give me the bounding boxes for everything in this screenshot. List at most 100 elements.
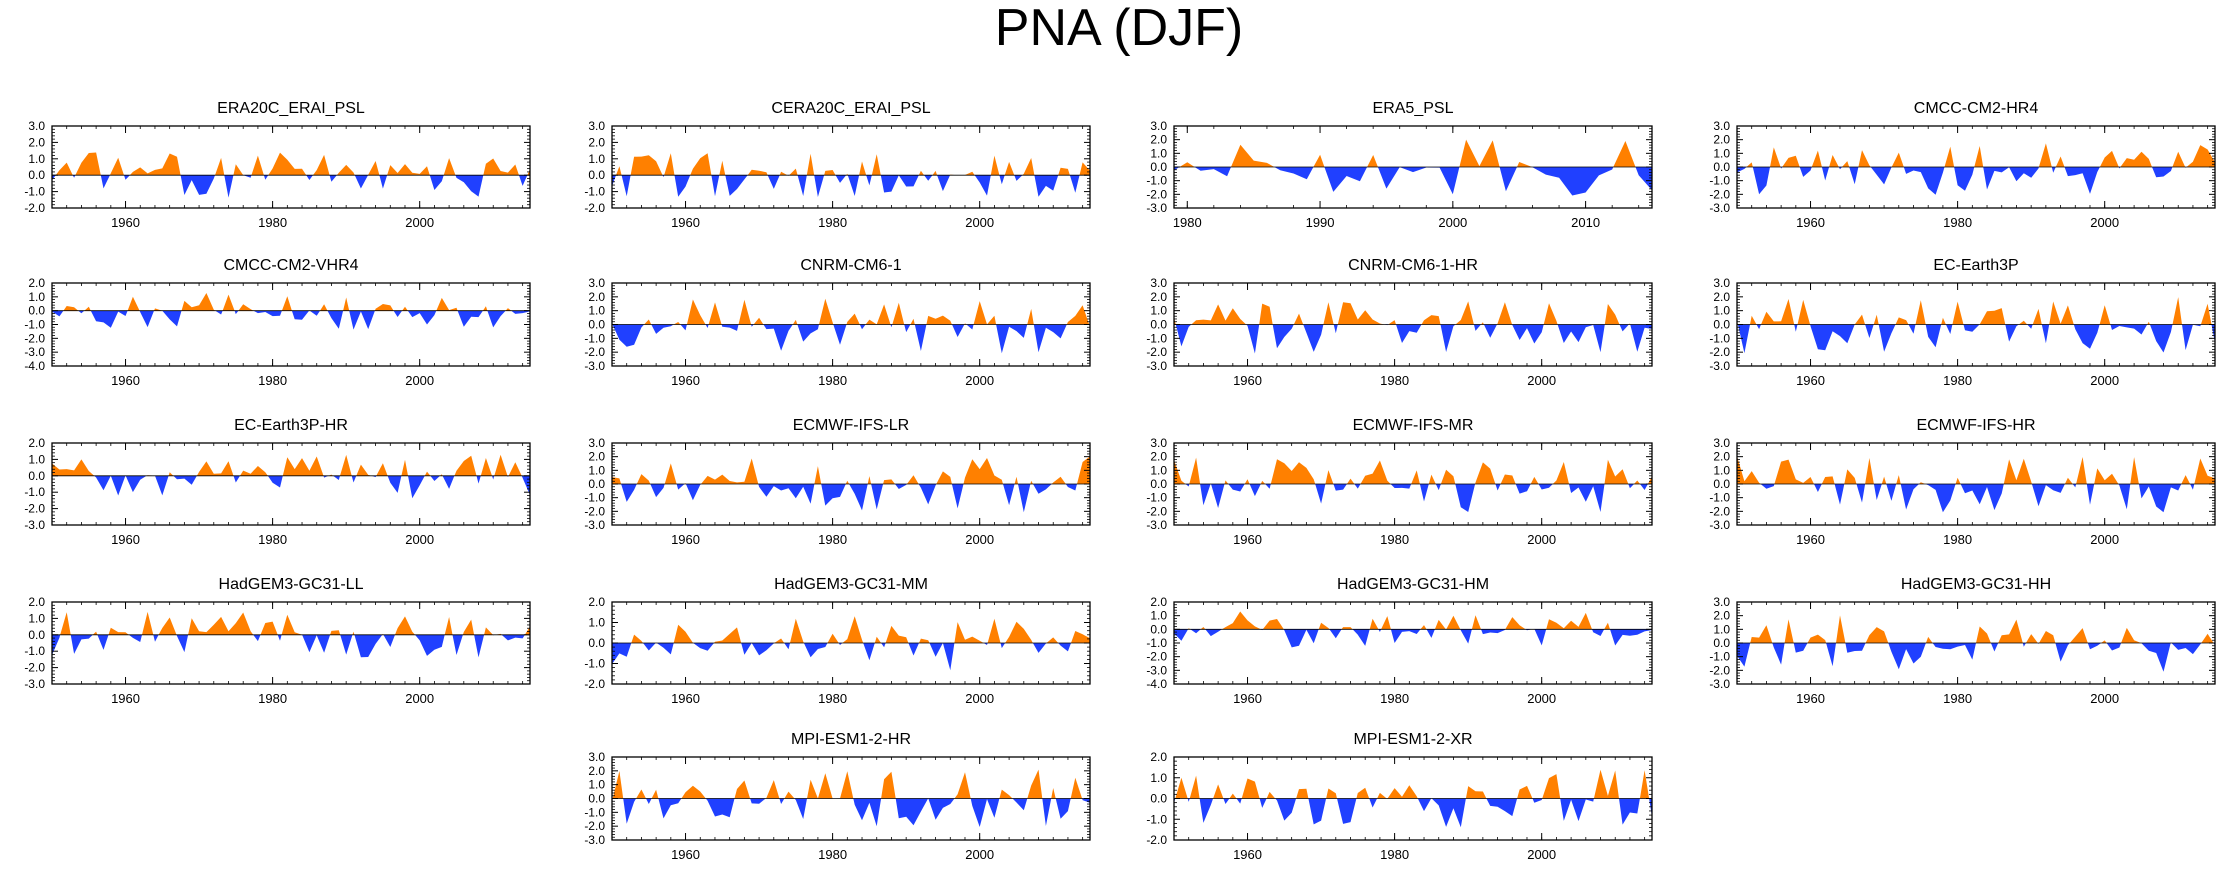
x-tick-label: 1980 — [818, 373, 847, 388]
y-tick-label: -3.0 — [1146, 663, 1167, 677]
panel-CNRM-CM6-1-HR: 3.02.01.00.0-1.0-2.0-3.0 1960 1980 2000 CNRM… — [1146, 257, 1653, 388]
negative-anomaly-area — [612, 643, 1071, 671]
y-tick-label: -1.0 — [1709, 331, 1730, 345]
y-tick-label: 0.0 — [1713, 477, 1730, 491]
panel-title: CERA20C_ERAI_PSL — [771, 100, 930, 117]
panel-HadGEM3-GC31-HM: 2.01.00.0-1.0-2.0-3.0-4.0 1960 1980 2000 Had… — [1146, 576, 1653, 706]
x-tick-label: 1980 — [1380, 532, 1409, 547]
panel-title: ECMWF-IFS-MR — [1353, 417, 1474, 434]
y-tick-label: -2.0 — [584, 677, 605, 691]
y-tick-label: 1.0 — [28, 452, 45, 466]
x-tick-label: 2000 — [965, 847, 994, 862]
x-tick-label: 2000 — [965, 532, 994, 547]
x-tick-label: 2010 — [1571, 215, 1600, 230]
x-tick-label: 1960 — [111, 691, 140, 706]
x-tick-label: 1960 — [1796, 691, 1825, 706]
y-tick-label: -1.0 — [584, 331, 605, 345]
y-tick-label: 2.0 — [1713, 609, 1730, 623]
positive-anomaly-area — [1179, 139, 1636, 167]
x-tick-label: 2000 — [1527, 691, 1556, 706]
plot-frame — [1173, 601, 1653, 685]
y-tick-label: -1.0 — [1709, 174, 1730, 188]
panel-title: HadGEM3-GC31-LL — [219, 576, 364, 593]
y-tick-label: 0.0 — [1150, 160, 1167, 174]
y-tick-label: -3.0 — [24, 518, 45, 532]
y-tick-label: -2.0 — [24, 201, 45, 215]
y-tick-label: 0.0 — [1713, 160, 1730, 174]
positive-anomaly-area — [612, 456, 1090, 484]
y-tick-label: 3.0 — [588, 276, 605, 290]
y-tick-label: 0.0 — [1150, 318, 1167, 332]
x-tick-label: 1980 — [818, 215, 847, 230]
y-tick-label: 0.0 — [1150, 477, 1167, 491]
negative-anomaly-area — [52, 175, 528, 198]
x-tick-label: 1960 — [111, 532, 140, 547]
panel-CNRM-CM6-1: 3.02.01.00.0-1.0-2.0-3.0 1960 1980 2000 CNRM… — [584, 257, 1091, 388]
y-tick-label: -1.0 — [584, 185, 605, 199]
negative-anomaly-area — [612, 798, 1090, 827]
x-tick-label: 1960 — [1233, 532, 1262, 547]
x-tick-label: 1980 — [1943, 691, 1972, 706]
y-tick-label: -3.0 — [1709, 677, 1730, 691]
negative-anomaly-area — [1737, 167, 2187, 195]
panel-CMCC-CM2-HR4: 3.02.01.00.0-1.0-2.0-3.0 1960 1980 2000 CMCC… — [1709, 100, 2216, 230]
x-tick-label: 1980 — [1943, 532, 1972, 547]
y-tick-label: -1.0 — [24, 318, 45, 332]
y-tick-label: 0.0 — [1150, 622, 1167, 636]
x-tick-label: 2000 — [405, 532, 434, 547]
plot-frame — [51, 125, 531, 209]
x-tick-label: 1960 — [1796, 532, 1825, 547]
y-tick-label: -3.0 — [1146, 359, 1167, 373]
x-tick-label: 1960 — [1796, 373, 1825, 388]
y-tick-label: 0.0 — [28, 168, 45, 182]
y-tick-label: -1.0 — [584, 805, 605, 819]
y-tick-label: 2.0 — [28, 595, 45, 609]
plot-frame — [51, 601, 531, 685]
y-tick-label: 1.0 — [1713, 622, 1730, 636]
panel-title: MPI-ESM1-2-XR — [1353, 731, 1472, 748]
y-tick-label: 2.0 — [28, 276, 45, 290]
x-tick-label: 2000 — [1527, 532, 1556, 547]
panel-MPI-ESM1-2-XR: 2.0 1.0 0.0 -1.0 -2.0 1960 1980 2000 MPI-ESM1-2-… — [1146, 731, 1653, 862]
positive-anomaly-area — [1174, 457, 1652, 484]
x-tick-label: 2000 — [1438, 215, 1467, 230]
x-tick-label: 1990 — [1306, 215, 1335, 230]
y-tick-label: 3.0 — [588, 750, 605, 764]
y-tick-label: 2.0 — [588, 135, 605, 149]
y-tick-label: 0.0 — [588, 477, 605, 491]
panel-title: HadGEM3-GC31-HH — [1901, 576, 2051, 593]
x-tick-label: 1960 — [671, 532, 700, 547]
y-tick-label: -2.0 — [1146, 345, 1167, 359]
y-tick-label: -3.0 — [584, 359, 605, 373]
y-tick-label: 0.0 — [28, 469, 45, 483]
panel-EC-Earth3P-HR: 2.0 1.0 0.0 -1.0 -2.0 -3.0 1960 1980 2000 EC-Eart… — [24, 417, 531, 547]
positive-anomaly-area — [616, 153, 1090, 176]
x-tick-label: 1960 — [671, 847, 700, 862]
y-tick-label: 0.0 — [588, 792, 605, 806]
y-tick-label: -1.0 — [24, 644, 45, 658]
y-tick-label: -2.0 — [1146, 833, 1167, 847]
x-tick-label: 1960 — [111, 215, 140, 230]
y-tick-label: -4.0 — [24, 359, 45, 373]
y-tick-label: 2.0 — [1713, 450, 1730, 464]
panel-title: HadGEM3-GC31-MM — [774, 576, 928, 593]
negative-anomaly-area — [621, 484, 1077, 513]
y-tick-label: -3.0 — [1709, 359, 1730, 373]
y-tick-label: 1.0 — [588, 463, 605, 477]
y-tick-label: -1.0 — [1146, 174, 1167, 188]
x-tick-label: 1960 — [1233, 847, 1262, 862]
x-tick-label: 1960 — [671, 373, 700, 388]
y-tick-label: -2.0 — [24, 502, 45, 516]
x-tick-label: 1980 — [818, 691, 847, 706]
x-tick-label: 2000 — [965, 373, 994, 388]
y-tick-label: 0.0 — [28, 628, 45, 642]
y-tick-label: 0.0 — [588, 636, 605, 650]
y-tick-label: 3.0 — [1713, 595, 1730, 609]
x-tick-label: 1980 — [258, 691, 287, 706]
y-tick-label: 0.0 — [1150, 792, 1167, 806]
positive-anomaly-area — [1737, 456, 2215, 484]
y-tick-label: 2.0 — [1150, 595, 1167, 609]
negative-anomaly-area — [94, 475, 530, 499]
y-tick-label: -3.0 — [584, 518, 605, 532]
x-tick-label: 2000 — [2090, 532, 2119, 547]
